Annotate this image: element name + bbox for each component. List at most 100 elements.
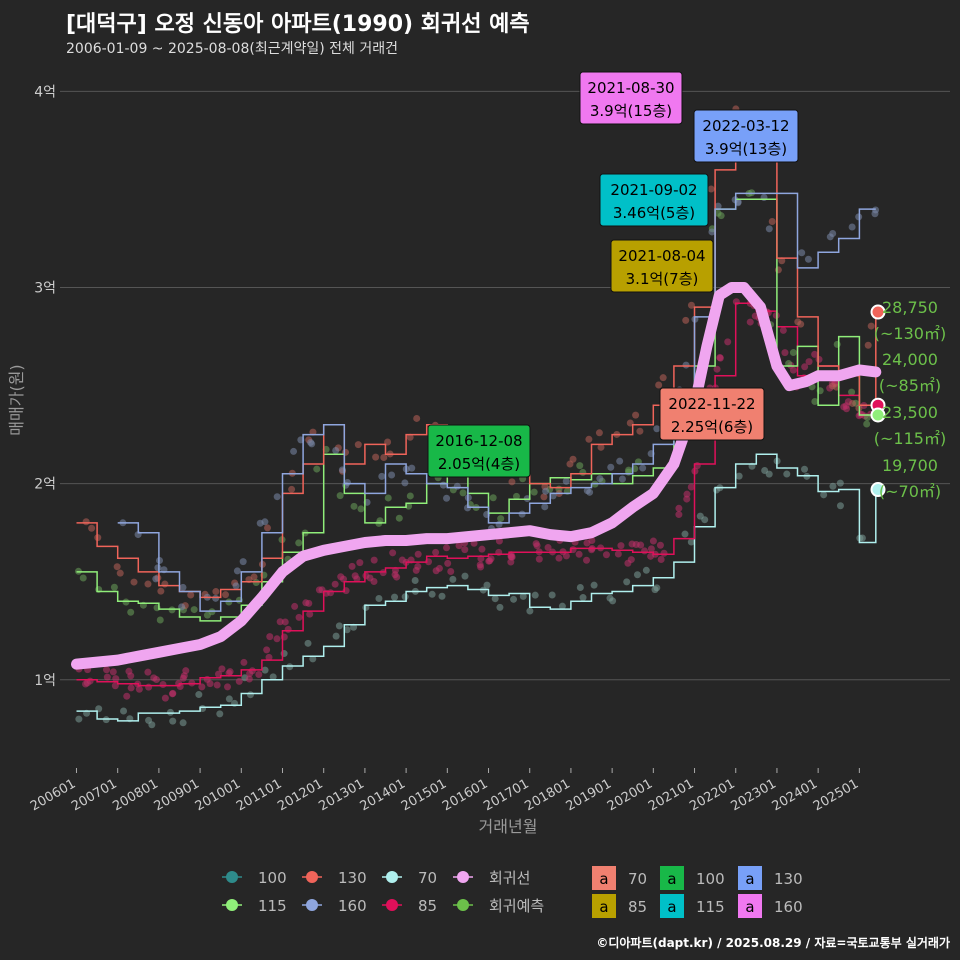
data-point-160 <box>682 361 690 369</box>
x-tick-label-3: 200901 <box>152 776 202 814</box>
data-point-115 <box>122 598 130 606</box>
data-point-70 <box>735 472 743 480</box>
callout-2022-03-12: 2022-03-12 3.9억(13층) <box>693 109 799 163</box>
data-point-85 <box>486 557 494 565</box>
data-point-85 <box>127 672 135 680</box>
data-point-85 <box>103 673 111 681</box>
data-point-70 <box>651 586 659 594</box>
prediction-area: (~130㎡) <box>874 324 946 343</box>
data-point-85 <box>337 573 345 581</box>
data-point-160 <box>388 471 396 479</box>
data-point-115 <box>811 397 819 405</box>
prediction-marker-(~130㎡) <box>870 304 886 320</box>
callout-2021-08-30: 2021-08-30 3.9억(15층) <box>579 71 683 125</box>
data-point-160 <box>653 425 661 433</box>
data-point-70 <box>309 655 317 663</box>
legend-label: 115 <box>258 897 287 915</box>
x-tick-label-16: 202201 <box>687 776 737 814</box>
legend-box-160: a 160 <box>738 894 803 918</box>
data-point-85 <box>660 549 668 557</box>
legend-dot <box>386 899 398 911</box>
data-point-85 <box>103 666 111 674</box>
x-tick-label-1: 200701 <box>69 776 119 814</box>
y-axis-label: 매매가(원) <box>7 364 26 435</box>
data-point-85 <box>213 681 221 689</box>
data-point-130 <box>82 518 90 526</box>
data-point-115 <box>789 349 797 357</box>
callout-box <box>579 71 683 125</box>
callouts: 2021-08-303.9억(15층)2022-03-123.9억(13층) 20… <box>427 71 799 478</box>
data-point-85 <box>135 685 143 693</box>
legend-item-70: 70 <box>382 869 437 887</box>
data-point-130 <box>157 587 165 595</box>
data-point-130 <box>113 563 121 571</box>
callout-price: 3.46억(5층) <box>613 204 695 222</box>
x-tick-label-12: 201801 <box>522 776 572 814</box>
data-point-130 <box>682 316 690 324</box>
data-point-85 <box>789 366 797 374</box>
prediction-area: (~70㎡) <box>879 482 941 501</box>
data-point-160 <box>829 230 837 238</box>
x-tick-label-13: 201901 <box>564 776 614 814</box>
data-point-85 <box>145 683 153 691</box>
data-point-85 <box>716 354 724 362</box>
legend: 100 130 70 회귀선 115 160 85 회귀예측 a 70 a 100 a 130 a 85 a 11… <box>222 866 803 918</box>
callout-price: 2.25억(6층) <box>671 418 753 436</box>
data-point-70 <box>836 479 844 487</box>
data-point-85 <box>127 684 135 692</box>
legend-box-label: 85 <box>628 898 647 916</box>
data-point-85 <box>675 504 683 512</box>
data-point-160 <box>798 249 806 257</box>
prediction-marker-(~70㎡) <box>870 482 886 498</box>
x-tick-label-6: 201201 <box>275 776 325 814</box>
data-point-70 <box>687 538 695 546</box>
data-point-130 <box>569 455 577 463</box>
data-point-70 <box>195 691 203 699</box>
data-point-160 <box>439 481 447 489</box>
series-line-160 <box>117 192 876 612</box>
data-point-85 <box>362 572 370 580</box>
data-point-85 <box>315 586 323 594</box>
x-tick-label-7: 201301 <box>316 776 366 814</box>
data-point-130 <box>540 493 548 501</box>
data-point-85 <box>476 561 484 569</box>
data-point-160 <box>344 478 352 486</box>
data-point-85 <box>444 559 452 567</box>
data-point-160 <box>308 440 316 448</box>
data-point-85 <box>632 540 640 548</box>
data-point-85 <box>533 542 541 550</box>
data-point-85 <box>583 556 591 564</box>
data-point-160 <box>562 477 570 485</box>
data-point-115 <box>489 494 497 502</box>
data-point-160 <box>804 255 812 263</box>
data-point-160 <box>848 223 856 231</box>
data-point-85 <box>248 667 256 675</box>
y-tick-label-0: 1억 <box>34 673 56 689</box>
callout-2021-09-02: 2021-09-02 3.46억(5층) <box>599 173 709 227</box>
data-point-70 <box>335 622 343 630</box>
data-point-85 <box>588 537 596 545</box>
data-point-160 <box>714 202 722 210</box>
data-point-70 <box>411 576 419 584</box>
data-point-85 <box>575 550 583 558</box>
data-point-130 <box>187 591 195 599</box>
data-point-160 <box>495 520 503 528</box>
data-point-70 <box>332 632 340 640</box>
data-point-160 <box>401 479 409 487</box>
x-tick-label-4: 201001 <box>193 776 243 814</box>
legend-item-100: 100 <box>222 869 287 887</box>
data-point-85 <box>348 562 356 570</box>
x-tick-label-17: 202301 <box>728 776 778 814</box>
data-point-160 <box>639 464 647 472</box>
legend-swatch <box>660 866 684 890</box>
data-point-115 <box>497 515 505 523</box>
data-point-70 <box>225 695 233 703</box>
data-point-70 <box>401 593 409 601</box>
prediction-value: 23,500 <box>882 403 938 422</box>
data-point-115 <box>576 462 584 470</box>
data-point-85 <box>291 602 299 610</box>
data-point-70 <box>428 590 436 598</box>
data-point-130 <box>636 427 644 435</box>
data-point-70 <box>609 597 617 605</box>
data-point-70 <box>576 584 584 592</box>
